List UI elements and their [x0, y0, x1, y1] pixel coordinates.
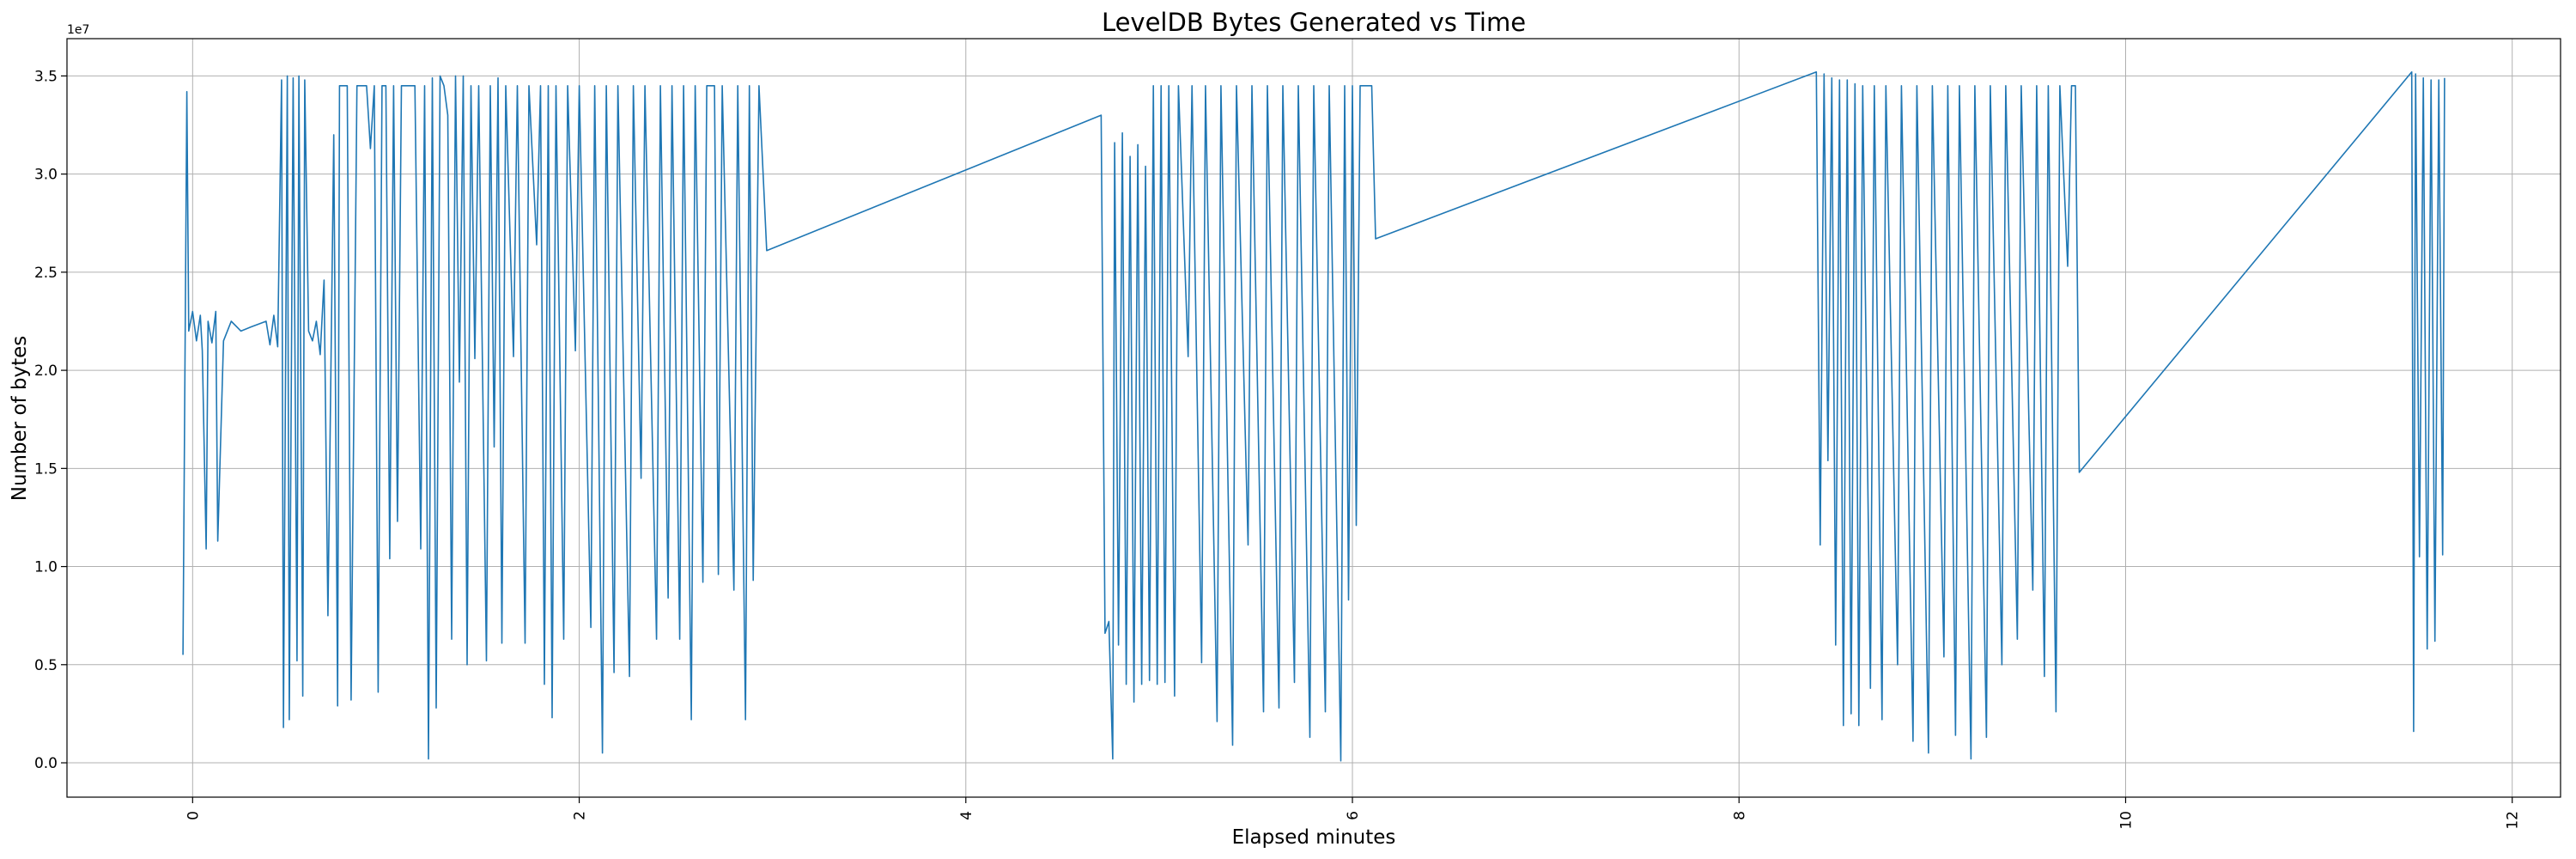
- y-axis-title: Number of bytes: [9, 336, 31, 502]
- chart-title: LevelDB Bytes Generated vs Time: [1102, 8, 1526, 37]
- x-tick-label: 12: [2505, 811, 2522, 830]
- series-layer: [182, 71, 2445, 762]
- x-axis-ticks: 0 2 4 6 8 10 12: [185, 797, 2522, 830]
- y-tick-label: 3.0: [34, 167, 58, 184]
- x-tick-label: 10: [2117, 811, 2135, 830]
- x-tick-label: 4: [958, 811, 975, 820]
- y-tick-label: 2.5: [34, 265, 58, 282]
- y-tick-label: 1.5: [34, 460, 58, 478]
- y-axis-offset-label: 1e7: [67, 23, 89, 37]
- y-tick-label: 2.0: [34, 362, 58, 380]
- y-tick-label: 0.5: [34, 657, 58, 674]
- x-tick-label: 8: [1731, 811, 1748, 820]
- x-tick-label: 2: [572, 811, 589, 820]
- y-tick-label: 3.5: [34, 68, 58, 85]
- series-line: [182, 71, 2445, 762]
- plot-frame: [66, 38, 2561, 798]
- x-tick-label: 6: [1345, 811, 1362, 820]
- x-axis-title: Elapsed minutes: [1232, 826, 1396, 849]
- x-tick-label: 0: [185, 811, 202, 820]
- y-tick-label: 1.0: [34, 559, 58, 576]
- y-axis-ticks: 0.0 0.5 1.0 1.5 2.0 2.5 3.0 3.5: [34, 68, 67, 772]
- y-tick-label: 0.0: [34, 755, 58, 772]
